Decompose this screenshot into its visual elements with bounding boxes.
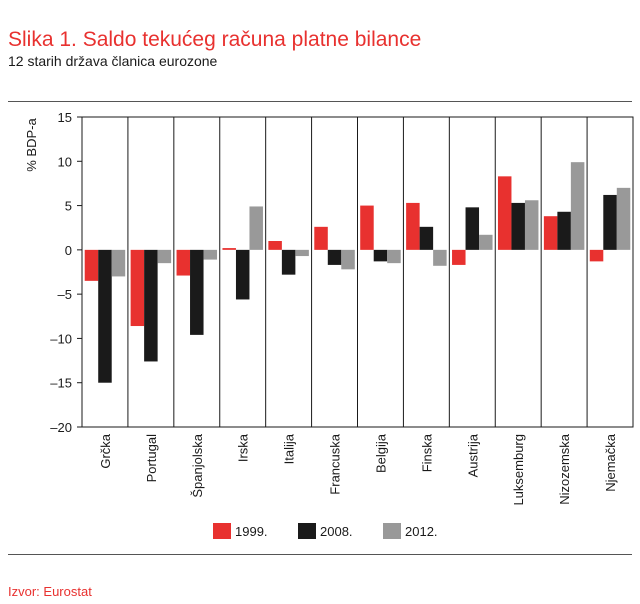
bar xyxy=(314,226,328,250)
bar xyxy=(603,194,617,250)
bar xyxy=(543,216,558,250)
bar xyxy=(327,249,342,265)
bar xyxy=(479,234,493,250)
legend-label: 1999. xyxy=(235,524,268,539)
y-tick-label: 0 xyxy=(65,243,72,258)
y-tick-label: 15 xyxy=(58,110,72,125)
source: Izvor: Eurostat xyxy=(8,584,92,599)
bar xyxy=(360,205,374,250)
legend-swatch xyxy=(298,523,316,539)
bar xyxy=(249,206,263,250)
chart-title: Slika 1. Saldo tekućeg računa platne bil… xyxy=(8,28,421,51)
bar xyxy=(203,249,218,260)
legend-swatch xyxy=(213,523,231,539)
x-tick-label: Francuska xyxy=(328,433,343,494)
bar xyxy=(406,202,420,250)
x-tick-label: Austrija xyxy=(465,433,480,477)
y-tick-label: –5 xyxy=(58,287,72,302)
x-tick-label: Portugal xyxy=(144,434,159,483)
y-tick-label: –15 xyxy=(50,376,72,391)
y-tick-label: –10 xyxy=(50,331,72,346)
bar xyxy=(465,207,480,250)
y-tick-label: 5 xyxy=(65,199,72,214)
bar xyxy=(570,162,585,250)
x-tick-label: Njemačka xyxy=(603,433,618,492)
x-tick-label: Nizozemska xyxy=(557,433,572,505)
legend-swatch xyxy=(383,523,401,539)
bar xyxy=(84,249,99,281)
bar xyxy=(235,249,250,300)
x-tick-label: Belgija xyxy=(373,433,388,473)
bar xyxy=(98,249,112,383)
bar xyxy=(419,226,434,250)
bar xyxy=(373,249,388,262)
bar xyxy=(557,211,571,250)
legend-label: 2008. xyxy=(320,524,353,539)
bar xyxy=(295,249,309,257)
bar xyxy=(387,249,401,264)
x-tick-label: Irska xyxy=(236,433,251,462)
bar xyxy=(511,202,525,250)
x-tick-label: Španjolska xyxy=(190,433,205,497)
x-tick-label: Luksemburg xyxy=(511,434,526,506)
bar xyxy=(452,249,466,265)
bar xyxy=(268,241,282,250)
bar xyxy=(589,249,604,262)
bar xyxy=(130,249,145,327)
bar xyxy=(190,249,204,335)
y-axis-label: % BDP-a xyxy=(24,118,39,172)
bar xyxy=(281,249,296,275)
bar xyxy=(157,249,172,264)
x-tick-label: Italija xyxy=(282,433,297,464)
x-tick-label: Grčka xyxy=(98,433,113,468)
bar xyxy=(222,248,236,250)
bar xyxy=(144,249,158,362)
legend-label: 2012. xyxy=(405,524,438,539)
chart-subtitle: 12 starih država članica eurozone xyxy=(8,53,218,69)
bar xyxy=(341,249,355,270)
bar xyxy=(524,200,539,250)
bar xyxy=(497,176,512,250)
y-tick-label: –20 xyxy=(50,420,72,435)
bar xyxy=(176,249,191,276)
y-tick-label: 10 xyxy=(58,154,72,169)
bar xyxy=(433,249,447,266)
bar xyxy=(616,187,631,250)
bar xyxy=(111,249,126,277)
x-tick-label: Finska xyxy=(419,433,434,472)
